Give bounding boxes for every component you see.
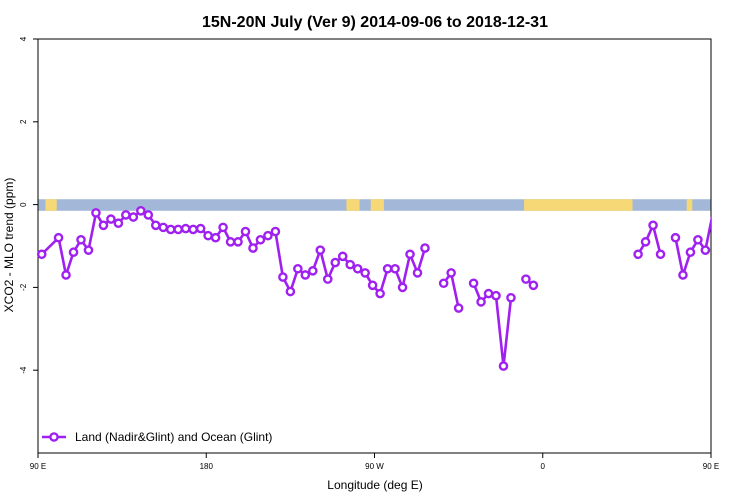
data-point (655, 249, 666, 260)
data-point (76, 234, 86, 245)
data-point (382, 263, 393, 274)
data-point (278, 272, 288, 282)
data-point (420, 243, 430, 253)
x-tick-label: 180 (200, 462, 214, 471)
y-axis-label: XCO2 - MLO trend (ppm) (2, 178, 16, 313)
data-point (136, 206, 146, 216)
data-point (285, 286, 296, 297)
data-point (390, 263, 400, 274)
y-tick-label: -2 (19, 283, 28, 291)
y-tick-label: 0 (19, 202, 28, 207)
data-point (397, 282, 408, 293)
data-point (255, 234, 266, 245)
data-point (188, 224, 198, 235)
plot-frame (37, 38, 712, 454)
data-point (248, 243, 258, 253)
data-point (528, 280, 539, 291)
data-point (68, 247, 79, 258)
land-mask-segment (370, 199, 384, 211)
x-tick-label: 90 W (365, 462, 384, 471)
data-point (300, 270, 311, 280)
y-tick-label: -4 (19, 366, 28, 374)
data-point (322, 274, 333, 284)
data-point (98, 220, 109, 231)
data-point (648, 220, 658, 231)
data-point (240, 226, 251, 237)
data-point (173, 224, 184, 235)
data-point (330, 257, 341, 268)
land-mask-segment (346, 199, 360, 211)
legend-marker (49, 432, 59, 442)
data-point (263, 230, 273, 241)
data-point (476, 297, 486, 307)
data-point (36, 249, 47, 260)
data-point (233, 237, 243, 247)
land-mask-segment (45, 199, 57, 211)
data-point (61, 270, 71, 280)
data-point (180, 223, 191, 234)
data-point (53, 232, 64, 243)
series-line (636, 221, 662, 255)
data-point (195, 223, 206, 234)
data-point (308, 266, 318, 276)
land-mask-segment (686, 199, 693, 211)
y-tick-label: 2 (19, 119, 28, 124)
series-line (674, 215, 711, 281)
data-point (498, 361, 509, 371)
data-point (640, 237, 651, 247)
series-line (442, 269, 460, 309)
data-point (345, 259, 355, 270)
data-point (521, 274, 531, 284)
data-point (165, 224, 176, 235)
data-point (367, 280, 378, 291)
data-point (483, 288, 494, 299)
x-tick-label: 90 E (703, 462, 719, 471)
data-point (315, 245, 326, 255)
data-point (203, 230, 213, 241)
data-point (218, 222, 228, 233)
legend-label: Land (Nadir&Glint) and Ocean (Glint) (75, 430, 272, 444)
data-point (453, 303, 464, 313)
data-point (700, 245, 711, 255)
data-point (270, 226, 281, 237)
data-point (293, 263, 303, 274)
data-point (446, 268, 456, 278)
land-mask-segment (524, 199, 633, 211)
plot-area: 4 2 0 -2 -4 90 E 180 90 W 0 90 E Land (Nadir&Glint… (19, 36, 719, 471)
data-point (121, 210, 131, 220)
y-tick-label: 4 (19, 36, 28, 41)
data-point (225, 237, 236, 247)
data-point (352, 263, 363, 274)
data-point (506, 292, 516, 303)
data-point (685, 247, 696, 258)
data-point (150, 220, 161, 231)
data-point (83, 245, 94, 255)
data-point (678, 270, 688, 280)
data-point (113, 218, 124, 229)
data-point (210, 232, 221, 243)
chart-title: 15N-20N July (Ver 9) 2014-09-06 to 2018-… (202, 14, 548, 31)
data-point (693, 234, 703, 245)
data-point (106, 214, 116, 224)
data-point (360, 268, 370, 278)
data-point (405, 249, 415, 260)
data-point (337, 251, 348, 262)
x-tick-label: 90 E (30, 462, 46, 471)
data-point (91, 208, 101, 218)
data-point (158, 222, 169, 233)
x-axis-label: Longitude (deg E) (327, 478, 422, 492)
data-point (128, 212, 139, 222)
data-point (438, 278, 449, 289)
data-point (412, 268, 423, 278)
data-point (670, 232, 681, 243)
data-point (491, 290, 501, 301)
data-point (143, 210, 154, 220)
data-point (633, 249, 643, 260)
data-point (468, 278, 479, 289)
data-point (375, 288, 385, 299)
x-tick-label: 0 (541, 462, 546, 471)
